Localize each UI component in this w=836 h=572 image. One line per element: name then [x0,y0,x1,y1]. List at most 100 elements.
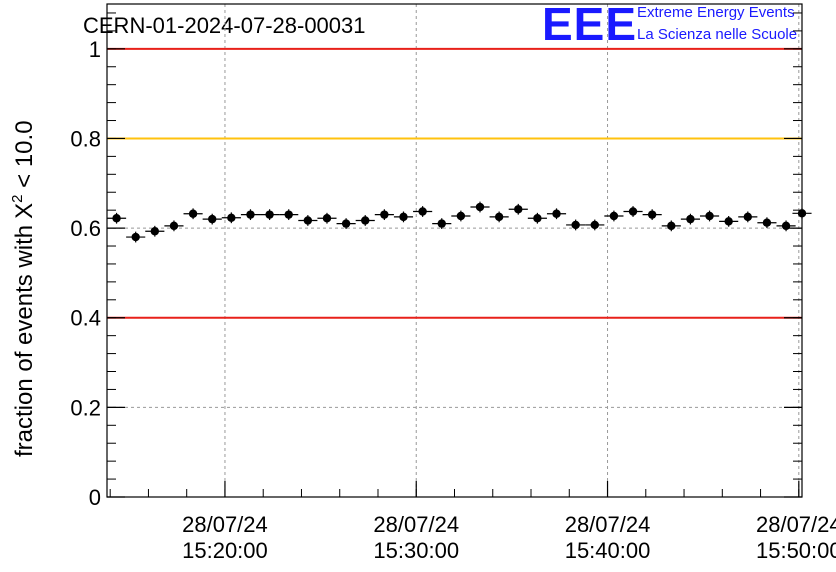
x-tick-time-label: 15:50:00 [756,538,836,563]
data-point [374,209,394,221]
point-marker [628,207,638,216]
point-marker [169,221,179,231]
x-tick-date-label: 28/07/24 [373,512,459,537]
data-point [451,210,471,222]
point-marker [437,219,446,228]
point-marker [686,214,695,224]
data-point [126,231,146,243]
point-marker [552,209,561,218]
axes: 00.20.40.60.8128/07/2415:20:0028/07/2415… [70,12,836,563]
x-tick-time-label: 15:30:00 [373,538,459,563]
y-tick-label: 0.2 [70,395,101,420]
data-point [279,209,299,221]
data-point [699,210,720,222]
data-points [107,201,812,243]
logo-line1: Extreme Energy Events [637,4,795,21]
y-axis-label-tail: < 10.0 [11,120,38,194]
reference-lines [107,47,802,319]
y-axis-label-main: fraction of events with [11,225,38,457]
y-tick-label: 0.8 [70,126,101,151]
data-point [508,203,528,215]
point-marker [781,221,791,231]
point-marker [188,209,198,218]
data-point [738,211,758,223]
data-point [393,211,414,223]
point-marker [246,210,255,219]
point-marker [150,227,160,236]
x-tick-date-label: 28/07/24 [565,512,651,537]
point-marker [590,220,599,230]
data-point [604,210,624,222]
data-point [566,219,586,231]
data-point [240,209,261,221]
point-marker [322,214,332,223]
point-marker [303,216,313,225]
point-marker [743,212,753,222]
data-point [164,220,184,232]
point-marker [667,221,676,231]
point-marker [418,207,427,216]
point-marker [227,213,236,222]
point-marker [609,211,619,221]
data-point [642,209,662,221]
data-point [202,213,222,225]
data-point [719,215,739,227]
point-marker [705,211,714,221]
point-marker [341,219,351,228]
y-axis-label: fraction of events with X2 < 10.0 [9,120,38,457]
data-point [413,206,433,217]
x-tick-date-label: 28/07/24 [182,512,268,537]
point-marker [571,220,580,230]
point-marker [208,214,217,224]
point-marker [762,218,772,227]
point-marker [514,205,523,214]
data-point [317,212,337,224]
y-tick-label: 0 [89,485,101,510]
logo-mark: EEE [542,0,637,50]
point-marker [399,212,408,222]
grid [107,4,802,497]
point-marker [456,211,466,221]
data-point [470,201,490,213]
x-tick-date-label: 28/07/24 [756,512,836,537]
data-point [585,219,605,231]
data-point [489,211,509,223]
y-axis-label-symbol: X [11,203,38,219]
data-point [623,206,643,217]
data-point [260,209,280,221]
data-point [776,220,796,232]
logo-line2: La Scienza nelle Scuole [637,26,797,43]
point-marker [265,210,274,219]
data-point [298,215,318,226]
point-marker [131,232,140,242]
plot-frame [106,3,803,498]
data-point [546,208,567,220]
point-marker [284,210,293,219]
data-point [336,218,356,229]
point-marker [647,210,657,219]
data-point [145,225,165,237]
x-tick-time-label: 15:20:00 [182,538,268,563]
point-marker [724,217,733,226]
y-tick-label: 0.6 [70,216,101,241]
y-tick-label: 0.4 [70,306,101,331]
data-point [527,212,547,224]
data-point [661,220,681,232]
point-marker [112,214,121,223]
data-point [221,212,241,224]
chart-title: CERN-01-2024-07-28-00031 [83,13,366,38]
point-marker [361,216,370,225]
point-marker [533,214,542,223]
data-point [680,213,700,225]
point-marker [380,210,389,219]
x-tick-time-label: 15:40:00 [565,538,651,563]
data-point [107,212,127,224]
data-point [757,217,777,229]
point-marker [494,212,504,222]
data-point [183,208,203,220]
y-axis-label-sup: 2 [9,195,26,203]
y-tick-label: 1 [89,37,101,62]
eee-logo: EEE Extreme Energy Events La Scienza nel… [542,0,797,50]
data-point [355,215,375,226]
